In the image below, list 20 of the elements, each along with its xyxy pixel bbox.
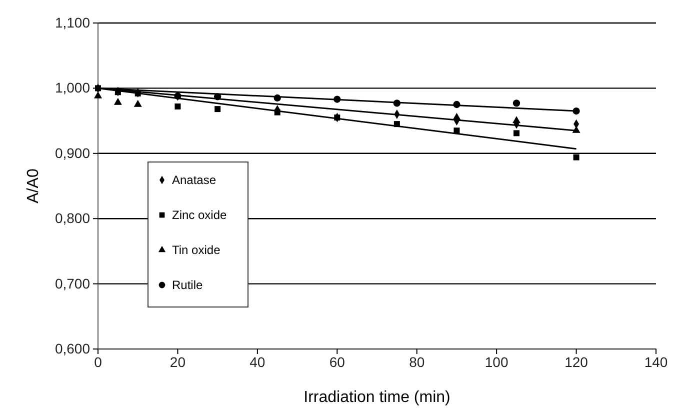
x-tick-label: 0: [94, 354, 102, 370]
x-axis-title: Irradiation time (min): [304, 389, 450, 406]
legend-label: Zinc oxide: [172, 208, 228, 222]
legend-label: Rutile: [172, 278, 204, 292]
x-tick-label: 100: [484, 354, 508, 370]
x-tick-label: 40: [250, 354, 266, 370]
legend-label: Tin oxide: [172, 243, 221, 257]
x-tick-label: 140: [644, 354, 668, 370]
y-tick-label: 0,600: [54, 340, 90, 356]
y-tick-label: 1,100: [54, 14, 90, 30]
y-tick-label: 1,000: [54, 80, 90, 96]
legend-label: Anatase: [172, 173, 216, 187]
y-axis-title: A/A0: [25, 168, 42, 204]
y-tick-label: 0,700: [54, 275, 90, 292]
x-tick-label: 120: [564, 354, 588, 370]
y-tick-label: 0,800: [54, 210, 90, 226]
x-tick-label: 80: [409, 354, 425, 370]
x-tick-label: 60: [329, 354, 346, 370]
x-tick-label: 20: [170, 354, 186, 370]
y-tick-label: 0,900: [54, 144, 90, 161]
